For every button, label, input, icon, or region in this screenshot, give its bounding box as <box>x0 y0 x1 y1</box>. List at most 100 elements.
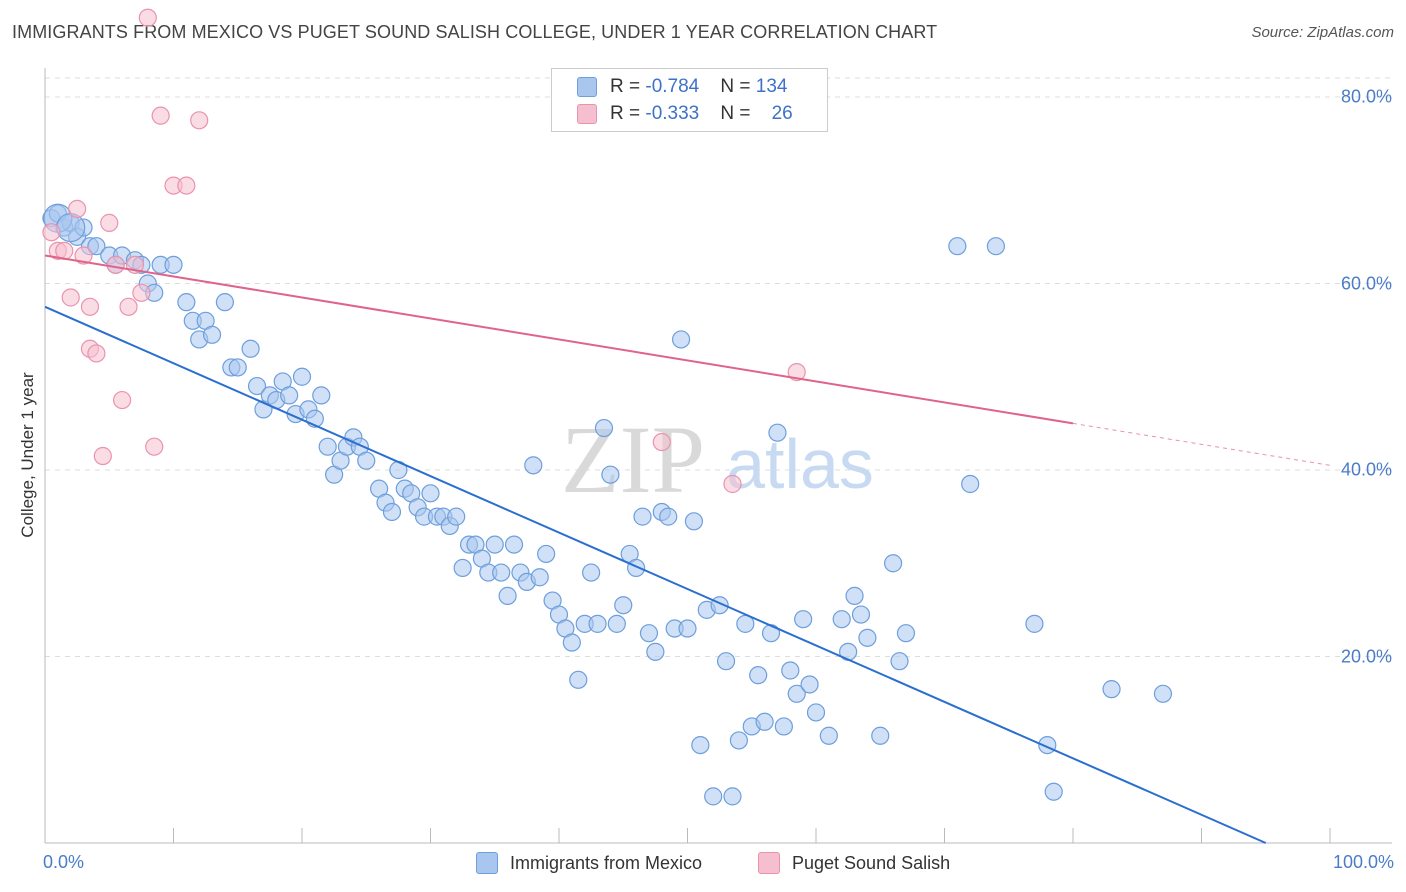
x-tick-label-min: 0.0% <box>43 852 85 872</box>
data-point <box>832 610 851 629</box>
stats-n-value: 134 <box>755 76 788 97</box>
data-point <box>774 717 793 736</box>
data-point <box>729 731 749 750</box>
stats-r-value: -0.784 <box>645 76 700 97</box>
y-tick-label: 40.0% <box>1340 459 1392 480</box>
data-point <box>190 111 209 130</box>
data-point <box>819 726 838 745</box>
data-point <box>845 586 864 605</box>
data-point <box>68 199 87 218</box>
data-point <box>164 255 183 274</box>
data-point <box>678 619 697 638</box>
data-point <box>138 8 157 27</box>
legend-item-salish[interactable]: Puget Sound Salish <box>758 852 950 874</box>
data-point <box>492 563 511 582</box>
data-point <box>890 652 909 671</box>
data-point <box>447 507 466 526</box>
trend-lines <box>44 254 1331 844</box>
data-point <box>151 106 170 125</box>
data-point <box>100 213 119 232</box>
data-point <box>768 423 787 442</box>
data-point <box>93 446 112 466</box>
data-point <box>215 293 234 312</box>
watermark-zip: ZIP <box>561 406 705 513</box>
stats-r-value: -0.333 <box>645 103 700 124</box>
data-point <box>986 237 1006 256</box>
data-point <box>633 507 652 526</box>
data-point <box>794 610 813 629</box>
data-point <box>119 297 138 316</box>
data-point <box>485 535 504 554</box>
data-point <box>112 390 132 410</box>
data-point <box>530 568 549 587</box>
data-point <box>800 675 819 694</box>
source-label: Source: ZipAtlas.com <box>1251 24 1394 41</box>
data-point <box>241 339 260 358</box>
data-point <box>948 237 967 256</box>
data-point <box>421 484 440 503</box>
stats-n-value: 26 <box>771 103 793 124</box>
data-point <box>61 288 80 307</box>
data-point <box>607 614 626 633</box>
data-point <box>145 437 164 456</box>
data-point <box>177 176 196 195</box>
axes <box>44 68 1392 844</box>
data-point <box>132 283 151 302</box>
y-tick-label: 20.0% <box>1340 646 1392 666</box>
data-point <box>716 652 736 671</box>
data-point <box>357 451 376 470</box>
data-point <box>594 418 614 438</box>
data-point <box>80 297 100 316</box>
data-point <box>537 544 556 564</box>
data-point <box>74 246 93 265</box>
stats-n-label: N = <box>720 103 756 124</box>
data-point <box>582 563 601 582</box>
data-point <box>871 726 890 745</box>
data-point <box>883 554 903 573</box>
data-point <box>228 358 247 377</box>
data-point <box>652 432 671 452</box>
legend-swatch-mexico <box>476 852 498 874</box>
data-point <box>659 507 678 526</box>
data-point <box>569 670 588 689</box>
stats-legend: R = -0.784 N = 134 R = -0.333 N = 26 <box>551 68 828 132</box>
data-point <box>588 614 607 633</box>
data-point <box>896 624 916 643</box>
y-tick-label: 80.0% <box>1340 86 1392 107</box>
data-point <box>1025 614 1044 633</box>
data-point <box>318 437 337 456</box>
legend-item-mexico[interactable]: Immigrants from Mexico <box>476 852 702 874</box>
data-point-large <box>56 212 86 243</box>
legend-swatch-salish <box>758 852 780 874</box>
legend-swatch-salish <box>577 104 597 124</box>
data-point <box>524 456 543 475</box>
data-point <box>639 624 659 643</box>
x-tick-label-max: 100.0% <box>1332 852 1394 872</box>
data-point <box>504 535 524 554</box>
data-point <box>787 362 806 382</box>
data-point <box>961 474 980 494</box>
data-point <box>704 787 723 806</box>
data-point <box>562 633 581 652</box>
legend-label-mexico: Immigrants from Mexico <box>510 852 703 873</box>
legend-label-salish: Puget Sound Salish <box>792 852 951 873</box>
data-point <box>1044 782 1063 801</box>
y-tick-label: 60.0% <box>1340 273 1392 293</box>
data-point <box>498 586 517 605</box>
data-point <box>42 223 61 242</box>
data-point <box>851 605 871 624</box>
data-point <box>671 330 691 349</box>
data-point <box>755 712 774 731</box>
chart-title: IMMIGRANTS FROM MEXICO VS PUGET SOUND SA… <box>12 22 938 42</box>
data-point <box>858 628 877 647</box>
data-point <box>202 325 222 344</box>
data-point <box>87 237 106 256</box>
data-point <box>177 293 196 312</box>
data-point <box>749 666 768 685</box>
trend-line-salish <box>44 254 1074 425</box>
trend-line-mexico <box>44 305 1267 844</box>
series-legend: Immigrants from Mexico Puget Sound Salis… <box>0 852 1406 878</box>
gridlines <box>45 77 1392 657</box>
watermark-atlas: atlas <box>726 425 874 503</box>
data-point <box>1153 684 1173 703</box>
